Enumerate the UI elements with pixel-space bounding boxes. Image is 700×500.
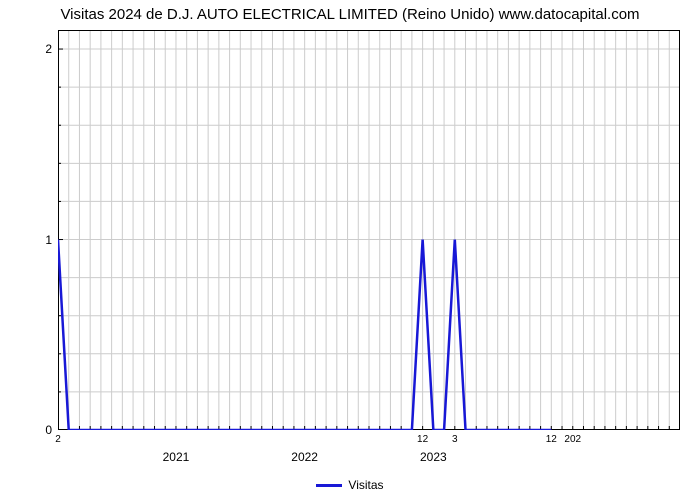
y-tick-label: 1 <box>22 233 52 247</box>
x-month-label: 12 <box>546 434 557 445</box>
x-month-label: 3 <box>452 434 458 445</box>
legend-label: Visitas <box>348 478 383 492</box>
chart-title: Visitas 2024 de D.J. AUTO ELECTRICAL LIM… <box>0 6 700 23</box>
x-month-label: 12 <box>417 434 428 445</box>
chart-plot <box>58 30 680 430</box>
x-month-label: 202 <box>564 434 581 445</box>
x-year-label: 2022 <box>291 450 318 464</box>
x-year-label: 2023 <box>420 450 447 464</box>
legend-swatch <box>316 484 342 487</box>
x-month-label: 2 <box>55 434 61 445</box>
chart-legend: Visitas <box>0 478 700 492</box>
x-year-label: 2021 <box>163 450 190 464</box>
y-tick-label: 0 <box>22 423 52 437</box>
y-tick-label: 2 <box>22 42 52 56</box>
